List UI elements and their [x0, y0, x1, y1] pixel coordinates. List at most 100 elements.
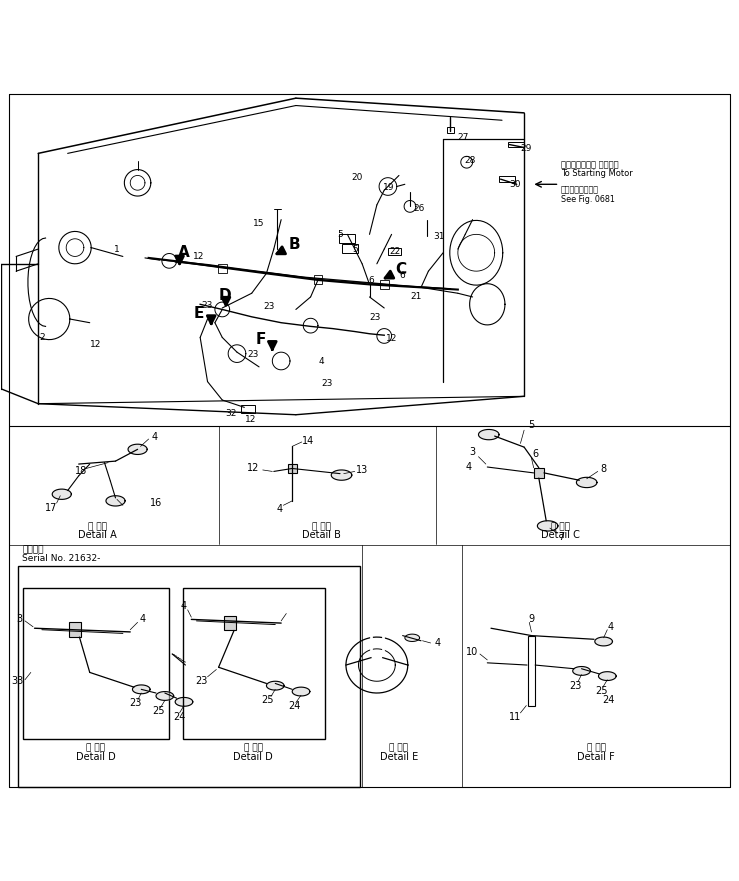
Text: 18: 18: [75, 466, 87, 477]
Text: 11: 11: [509, 712, 522, 722]
Text: Ｅ 詳細: Ｅ 詳細: [389, 744, 409, 752]
Text: 21: 21: [410, 292, 421, 301]
Text: 24: 24: [288, 701, 301, 711]
Text: Detail A: Detail A: [78, 529, 117, 540]
Text: スターティング モータへ: スターティング モータへ: [561, 160, 619, 169]
Text: Detail E: Detail E: [380, 752, 418, 762]
Text: A: A: [178, 245, 190, 260]
Text: 12: 12: [245, 415, 256, 425]
Text: 23: 23: [248, 350, 259, 359]
Text: Ａ 詳細: Ａ 詳細: [88, 522, 106, 531]
Polygon shape: [106, 496, 125, 506]
Text: Detail D: Detail D: [76, 752, 115, 762]
Text: 33: 33: [12, 677, 24, 686]
Text: 22: 22: [389, 247, 401, 255]
Text: 4: 4: [466, 462, 472, 472]
Bar: [241, 405, 256, 412]
Polygon shape: [405, 634, 420, 641]
Text: E: E: [194, 307, 204, 322]
Text: 2: 2: [39, 333, 44, 342]
Text: 23: 23: [369, 313, 381, 322]
Text: Detail F: Detail F: [577, 752, 615, 762]
Text: Ｂ 詳細: Ｂ 詳細: [312, 522, 331, 531]
Text: 32: 32: [225, 409, 236, 418]
Text: 25: 25: [262, 695, 274, 706]
Text: 30: 30: [508, 180, 520, 189]
Text: 8: 8: [601, 464, 607, 474]
Text: 5: 5: [528, 420, 534, 430]
Text: 24: 24: [602, 695, 615, 706]
Text: Ｃ 詳細: Ｃ 詳細: [551, 522, 571, 531]
Text: 6: 6: [400, 271, 406, 280]
Text: Detail D: Detail D: [234, 752, 273, 762]
Text: 4: 4: [319, 357, 324, 366]
Polygon shape: [537, 521, 558, 531]
Bar: [447, 127, 454, 133]
Text: 27: 27: [457, 133, 469, 142]
Bar: [18, 566, 360, 787]
Bar: [508, 142, 524, 147]
Text: See Fig. 0681: See Fig. 0681: [561, 196, 615, 204]
Text: 12: 12: [193, 252, 205, 261]
Text: Ｆ 詳細: Ｆ 詳細: [587, 744, 606, 752]
Polygon shape: [595, 637, 613, 646]
Text: 4: 4: [151, 432, 157, 441]
Text: 16: 16: [150, 498, 162, 508]
Text: 3: 3: [469, 448, 476, 457]
Text: C: C: [395, 263, 406, 278]
Text: F: F: [256, 332, 267, 347]
Bar: [24, 588, 169, 738]
Bar: [341, 244, 358, 253]
Text: 4: 4: [608, 622, 614, 632]
Text: 3: 3: [174, 255, 180, 264]
Polygon shape: [292, 687, 310, 696]
Bar: [224, 616, 236, 631]
Polygon shape: [132, 685, 150, 693]
Text: 23: 23: [263, 302, 274, 311]
Bar: [218, 263, 227, 272]
Bar: [388, 248, 401, 255]
Polygon shape: [576, 478, 597, 487]
Bar: [499, 176, 515, 182]
Text: 14: 14: [302, 435, 315, 446]
Polygon shape: [52, 489, 72, 500]
Text: 24: 24: [174, 712, 185, 722]
Text: 19: 19: [383, 182, 395, 192]
Text: 適用号機: 適用号機: [22, 545, 44, 555]
Text: 23: 23: [570, 681, 582, 691]
Text: 4: 4: [435, 638, 440, 648]
Text: 4: 4: [140, 614, 146, 625]
Text: 28: 28: [465, 156, 476, 166]
Text: 5: 5: [337, 230, 343, 239]
Text: 3: 3: [17, 614, 23, 624]
Text: 23: 23: [202, 301, 214, 310]
Polygon shape: [267, 681, 284, 690]
Text: 4: 4: [181, 601, 187, 611]
Text: 12: 12: [247, 463, 259, 473]
Text: 23: 23: [195, 676, 208, 685]
Polygon shape: [599, 671, 616, 680]
Text: 10: 10: [466, 647, 479, 657]
Polygon shape: [128, 444, 147, 455]
Polygon shape: [573, 667, 590, 676]
Text: 23: 23: [129, 699, 142, 708]
Bar: [183, 588, 324, 738]
Bar: [338, 234, 355, 243]
Bar: [534, 468, 544, 478]
Bar: [380, 280, 389, 289]
Bar: [69, 622, 81, 637]
Text: D: D: [218, 288, 231, 303]
Text: To Starting Motor: To Starting Motor: [561, 169, 633, 179]
Text: 1: 1: [114, 245, 120, 254]
Bar: [313, 275, 322, 284]
Text: 7: 7: [558, 532, 564, 542]
Polygon shape: [175, 698, 193, 707]
Text: Detail C: Detail C: [542, 529, 580, 540]
Text: 第０６８１図参照: 第０６８１図参照: [561, 186, 599, 195]
Bar: [287, 464, 296, 473]
Polygon shape: [331, 470, 352, 480]
Text: 20: 20: [351, 174, 363, 182]
Polygon shape: [479, 429, 499, 440]
Text: 17: 17: [45, 503, 58, 514]
Text: 13: 13: [356, 465, 368, 475]
